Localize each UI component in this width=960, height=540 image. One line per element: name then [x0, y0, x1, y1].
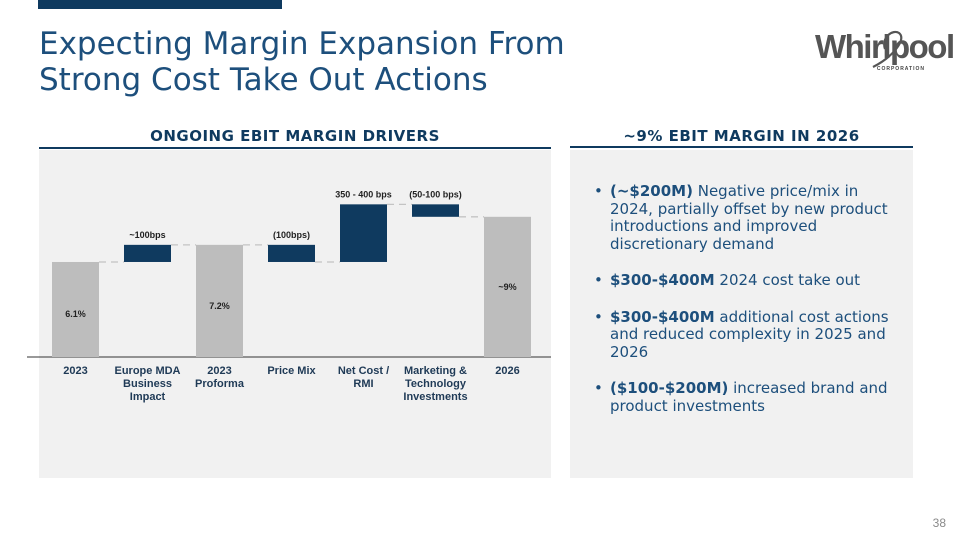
left-panel-heading: ONGOING EBIT MARGIN DRIVERS — [150, 127, 440, 145]
bullet-item: (~$200M) Negative price/mix in 2024, par… — [594, 182, 904, 253]
category-tick-label: 2026 — [495, 365, 519, 377]
bar-value-label: ~100bps — [129, 230, 165, 240]
logo-wordmark: Whirlpool — [815, 28, 955, 65]
logo-subtitle: CORPORATION — [876, 66, 925, 72]
bullet-text: Negative price/mix in 2024, partially of… — [610, 182, 888, 253]
bar-value-label: 350 - 400 bps — [335, 189, 392, 199]
bullet-bold-amount: $300-$400M — [610, 271, 715, 289]
category-tick-label: Technology — [405, 378, 467, 390]
category-tick-label: Impact — [130, 391, 166, 403]
bar-1 — [124, 244, 171, 262]
page-number: 38 — [932, 516, 946, 530]
bar-value-label: ~9% — [498, 282, 516, 292]
left-heading-rule — [39, 147, 551, 149]
bar-5 — [412, 204, 459, 217]
bar-value-label: 6.1% — [65, 309, 86, 319]
driver-bullet-list: (~$200M) Negative price/mix in 2024, par… — [594, 182, 904, 434]
right-panel-heading: ~9% EBIT MARGIN IN 2026 — [623, 127, 860, 145]
bullet-bold-amount: ($100-$200M) — [610, 379, 729, 397]
bar-value-label: (100bps) — [273, 230, 310, 240]
title-line-1: Expecting Margin Expansion From — [39, 26, 565, 62]
category-tick-label: 2023 — [63, 365, 87, 377]
bar-0 — [52, 261, 99, 357]
category-tick-label: Marketing & — [404, 365, 467, 377]
bullet-bold-amount: (~$200M) — [610, 182, 693, 200]
category-tick-label: RMI — [353, 378, 373, 390]
bar-value-label: (50-100 bps) — [409, 189, 462, 199]
bar-value-label: 7.2% — [209, 301, 230, 311]
whirlpool-logo: Whirlpool CORPORATION — [815, 27, 955, 73]
slide-title: Expecting Margin Expansion From Strong C… — [39, 26, 599, 98]
category-tick-label: Investments — [403, 391, 467, 403]
bullet-text: 2024 cost take out — [714, 271, 861, 289]
bullet-item: $300-$400M additional cost actions and r… — [594, 307, 904, 362]
top-accent-bar — [38, 0, 282, 9]
category-tick-label: Europe MDA — [115, 365, 181, 377]
title-line-2: Strong Cost Take Out Actions — [39, 62, 488, 98]
bullet-item: $300-$400M 2024 cost take out — [594, 271, 904, 290]
bullet-text: increased brand and product investments — [610, 379, 888, 415]
logo-swoosh-icon — [872, 30, 903, 68]
bar-6 — [484, 216, 531, 357]
category-tick-label: 2023 — [207, 365, 231, 377]
category-tick-label: Net Cost / — [338, 365, 389, 377]
left-panel — [39, 150, 551, 478]
category-tick-label: Business — [123, 378, 172, 390]
bar-2 — [196, 244, 243, 357]
category-tick-label: Price Mix — [267, 365, 316, 377]
bullet-bold-amount: $300-$400M — [610, 307, 715, 326]
bar-3 — [268, 244, 315, 262]
right-heading-rule — [570, 146, 913, 148]
category-tick-label: Proforma — [195, 378, 245, 390]
bar-4 — [340, 204, 387, 262]
bullet-text: additional cost actions and reduced comp… — [610, 307, 889, 361]
bullet-item: ($100-$200M) increased brand and product… — [594, 379, 904, 415]
